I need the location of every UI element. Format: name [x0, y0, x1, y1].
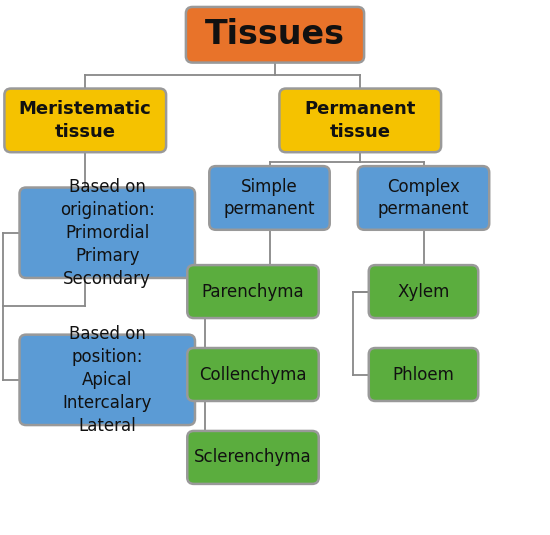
FancyBboxPatch shape	[368, 265, 478, 318]
FancyBboxPatch shape	[187, 348, 319, 401]
Text: Xylem: Xylem	[397, 282, 450, 301]
FancyBboxPatch shape	[358, 166, 490, 230]
FancyBboxPatch shape	[209, 166, 329, 230]
Text: Tissues: Tissues	[205, 18, 345, 51]
FancyBboxPatch shape	[4, 88, 166, 152]
Text: Based on
origination:
Primordial
Primary
Secondary: Based on origination: Primordial Primary…	[60, 178, 155, 287]
Text: Sclerenchyma: Sclerenchyma	[194, 448, 312, 467]
FancyBboxPatch shape	[187, 431, 319, 484]
Text: Simple
permanent: Simple permanent	[224, 178, 315, 218]
Text: Parenchyma: Parenchyma	[202, 282, 304, 301]
FancyBboxPatch shape	[186, 7, 364, 63]
Text: Complex
permanent: Complex permanent	[378, 178, 469, 218]
Text: Permanent
tissue: Permanent tissue	[305, 100, 416, 141]
Text: Based on
position:
Apical
Intercalary
Lateral: Based on position: Apical Intercalary La…	[63, 325, 152, 434]
Text: Collenchyma: Collenchyma	[199, 365, 307, 384]
Text: Meristematic
tissue: Meristematic tissue	[19, 100, 152, 141]
FancyBboxPatch shape	[368, 348, 478, 401]
FancyBboxPatch shape	[20, 188, 195, 278]
FancyBboxPatch shape	[279, 88, 441, 152]
FancyBboxPatch shape	[187, 265, 319, 318]
FancyBboxPatch shape	[20, 335, 195, 425]
Text: Phloem: Phloem	[393, 365, 454, 384]
